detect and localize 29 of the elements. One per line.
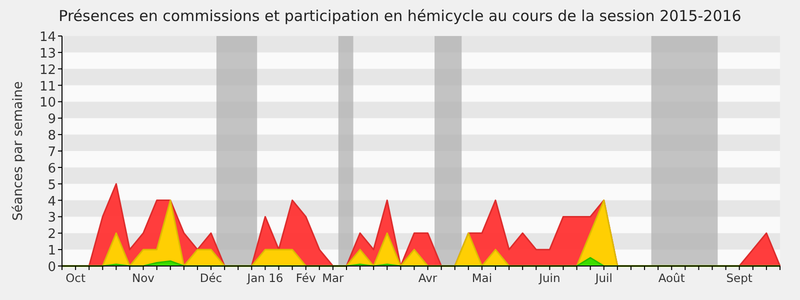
- x-tick-label: Oct: [66, 271, 86, 285]
- x-tick-label: Déc: [200, 271, 222, 285]
- y-tick-label: 2: [48, 227, 56, 242]
- y-tick-label: 7: [48, 145, 56, 160]
- x-tick-label: Mai: [472, 271, 492, 285]
- y-tick-label: 12: [39, 62, 56, 78]
- chart-title: Présences en commissions et participation en hémicycle au cours de la session 2015-2016: [58, 7, 742, 25]
- y-tick-label: 3: [48, 210, 56, 226]
- y-tick-label: 0: [48, 260, 56, 275]
- x-tick-label: Juin: [538, 271, 560, 285]
- x-tick-label: Nov: [132, 271, 155, 285]
- x-tick-label: Fév: [296, 271, 316, 285]
- x-tick-label: Sept: [726, 271, 753, 285]
- y-tick-label: 5: [48, 178, 56, 193]
- y-tick-label: 13: [39, 46, 56, 62]
- y-tick-label: 11: [39, 79, 56, 94]
- y-tick-label: 4: [48, 194, 56, 210]
- y-axis-title: Séances par semaine: [11, 81, 26, 221]
- x-tick-label: Mar: [322, 271, 344, 285]
- y-tick-label: 8: [48, 128, 56, 144]
- y-tick-label: 14: [39, 30, 56, 45]
- y-tick-label: 10: [39, 96, 56, 111]
- x-tick-label: Avr: [418, 271, 438, 285]
- x-tick-label: Août: [658, 271, 686, 285]
- y-tick-label: 9: [48, 112, 56, 128]
- y-tick-label: 1: [48, 244, 56, 259]
- y-tick-label: 6: [48, 161, 56, 176]
- x-tick-label: Juil: [594, 271, 612, 285]
- x-tick-label: Jan 16: [246, 271, 284, 285]
